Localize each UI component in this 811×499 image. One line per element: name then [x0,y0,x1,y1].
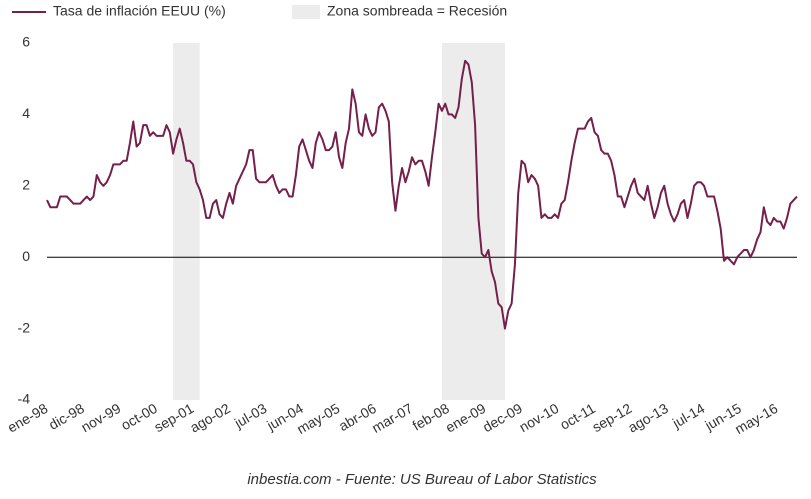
recession-band [173,43,200,400]
x-tick-label: may-05 [294,400,343,437]
legend-label: Zona sombreada = Recesión [327,3,507,19]
x-tick-label: may-16 [732,400,781,437]
inflation-line [46,59,798,330]
x-tick-label: sep-01 [151,400,196,435]
plot-area: -4-20246ene-98dic-98nov-99oct-00sep-01ag… [5,34,798,437]
legend-label: Tasa de inflación EEUU (%) [53,3,226,19]
x-tick-label: nov-10 [516,400,561,435]
source-note: inbestia.com - Fuente: US Bureau of Labo… [247,471,597,488]
x-tick-label: ene-09 [443,400,489,436]
x-tick-label: dec-09 [480,400,525,435]
y-tick-label: -4 [18,391,31,407]
x-tick-label: ago-02 [187,400,233,436]
x-tick-label: mar-07 [369,400,416,436]
y-tick-label: -2 [18,319,31,335]
x-tick-label: jul-03 [231,400,270,432]
x-tick-label: jul-14 [669,400,708,432]
y-tick-label: 2 [22,177,30,193]
x-tick-label: nov-99 [78,400,123,435]
x-tick-label: oct-00 [118,400,160,433]
y-tick-label: 6 [22,34,30,50]
legend-shade-swatch [292,5,320,19]
x-tick-label: ago-13 [625,400,671,436]
x-tick-label: sep-12 [589,400,634,435]
y-tick-label: 4 [22,105,30,121]
y-tick-label: 0 [22,248,30,264]
x-tick-label: dic-98 [46,400,87,433]
